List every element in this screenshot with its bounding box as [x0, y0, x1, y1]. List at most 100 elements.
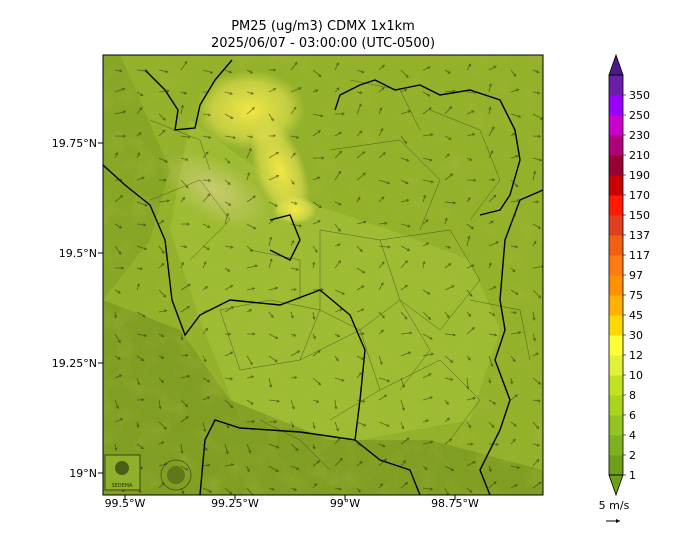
map-title: PM25 (ug/m3) CDMX 1x1km	[231, 19, 415, 34]
wind-arrow	[158, 113, 166, 121]
wind-arrow	[334, 170, 342, 181]
wind-arrow	[202, 443, 208, 452]
wind-arrow	[268, 355, 278, 363]
wind-arrow	[202, 69, 214, 74]
wind-arrow	[400, 135, 408, 145]
wind-arrow	[400, 284, 408, 291]
wind-arrow	[180, 245, 188, 249]
wind-arrow	[510, 331, 522, 335]
wind-arrow	[202, 223, 211, 228]
wind-arrow	[422, 373, 432, 379]
wind-arrow	[532, 377, 542, 385]
wind-arrow	[444, 173, 454, 181]
y-tick-label: 19.75°N	[52, 137, 97, 150]
wind-arrow	[290, 87, 302, 93]
wind-arrow	[202, 151, 209, 159]
wind-arrow	[334, 150, 343, 159]
wind-arrow	[202, 90, 210, 94]
wind-arrow	[532, 69, 540, 74]
wind-arrow	[114, 87, 126, 93]
wind-arrow	[510, 267, 516, 273]
wind-arrow	[202, 135, 212, 139]
wind-arrow	[180, 443, 184, 455]
sedema-logo: SEDEMA	[104, 454, 141, 491]
wind-arrow	[488, 442, 500, 446]
wind-arrow	[290, 443, 299, 452]
wind-arrow	[422, 219, 429, 225]
wind-arrow	[290, 179, 295, 185]
wind-arrow	[466, 178, 477, 182]
wind-arrow	[158, 441, 165, 445]
wind-arrow	[400, 377, 405, 389]
wind-arrow	[356, 399, 366, 403]
wind-arrow	[510, 465, 521, 469]
wind-arrow	[136, 201, 148, 207]
wind-arrow	[180, 135, 191, 139]
wind-arrow	[510, 355, 516, 363]
wind-arrow	[422, 66, 431, 71]
wind-arrow	[180, 179, 189, 189]
wind-arrow	[312, 113, 324, 118]
wind-arrow	[246, 399, 254, 405]
wind-arrow	[268, 377, 273, 388]
wind-arrow	[114, 266, 125, 270]
wind-arrow	[246, 264, 259, 269]
wind-arrow	[312, 156, 325, 160]
wind-arrow	[422, 396, 434, 401]
wind-arrow	[180, 353, 189, 357]
wind-arrow	[356, 172, 366, 181]
colorbar-level-label: 10	[629, 369, 643, 382]
colorbar-level-label: 170	[629, 189, 650, 202]
wind-arrow	[202, 355, 207, 363]
wind-arrow	[444, 135, 452, 140]
wind-arrow	[202, 261, 207, 269]
wind-arrow	[356, 308, 365, 313]
wind-arrow	[488, 126, 495, 137]
wind-arrow	[180, 104, 184, 115]
wind-arrow	[290, 399, 295, 410]
colorbar-segment	[609, 175, 623, 196]
wind-arrow	[488, 286, 497, 291]
wind-arrow	[246, 172, 250, 181]
wind-arrow	[224, 179, 231, 185]
wind-arrow	[334, 355, 339, 362]
wind-arrow	[312, 483, 318, 489]
wind-arrow	[532, 170, 537, 181]
wind-arrow	[268, 443, 280, 449]
wind-arrow	[180, 196, 186, 203]
wind-arrow	[444, 263, 452, 269]
wind-arrow	[136, 176, 145, 181]
wind-arrow	[444, 217, 448, 225]
wind-arrow	[488, 311, 496, 316]
wind-arrow	[444, 438, 453, 445]
wind-arrow	[158, 482, 165, 489]
wind-arrow	[378, 152, 386, 159]
x-axis-labels: 99.5°W 99.25°W 99°W 98.75°W	[105, 497, 479, 510]
colorbar-segment	[609, 315, 623, 336]
wind-arrow	[114, 311, 118, 319]
wind-arrow	[312, 130, 322, 137]
wind-arrow	[378, 443, 386, 448]
wind-arrow	[158, 89, 170, 93]
wind-arrow	[488, 106, 492, 115]
wind-arrow	[334, 112, 345, 116]
wind-arrow	[466, 396, 477, 401]
wind-arrow	[180, 60, 188, 71]
wind-arrow	[422, 91, 431, 97]
wind-arrow	[334, 201, 342, 206]
wind-arrow	[356, 245, 363, 253]
wind-arrow	[246, 147, 252, 159]
wind-arrow	[356, 355, 365, 360]
wind-arrow	[202, 113, 212, 117]
wind-arrow	[356, 461, 363, 467]
wind-arrow	[378, 107, 383, 115]
wind-arrow	[466, 235, 471, 247]
wind-arrow	[312, 377, 322, 386]
wind-arrow	[378, 421, 390, 427]
wind-arrow	[532, 311, 536, 321]
wind-arrow	[136, 69, 149, 73]
wind-arrow	[136, 132, 142, 137]
wind-arrow	[312, 399, 320, 403]
wind-arrow	[268, 399, 281, 403]
wind-arrow	[224, 135, 237, 139]
